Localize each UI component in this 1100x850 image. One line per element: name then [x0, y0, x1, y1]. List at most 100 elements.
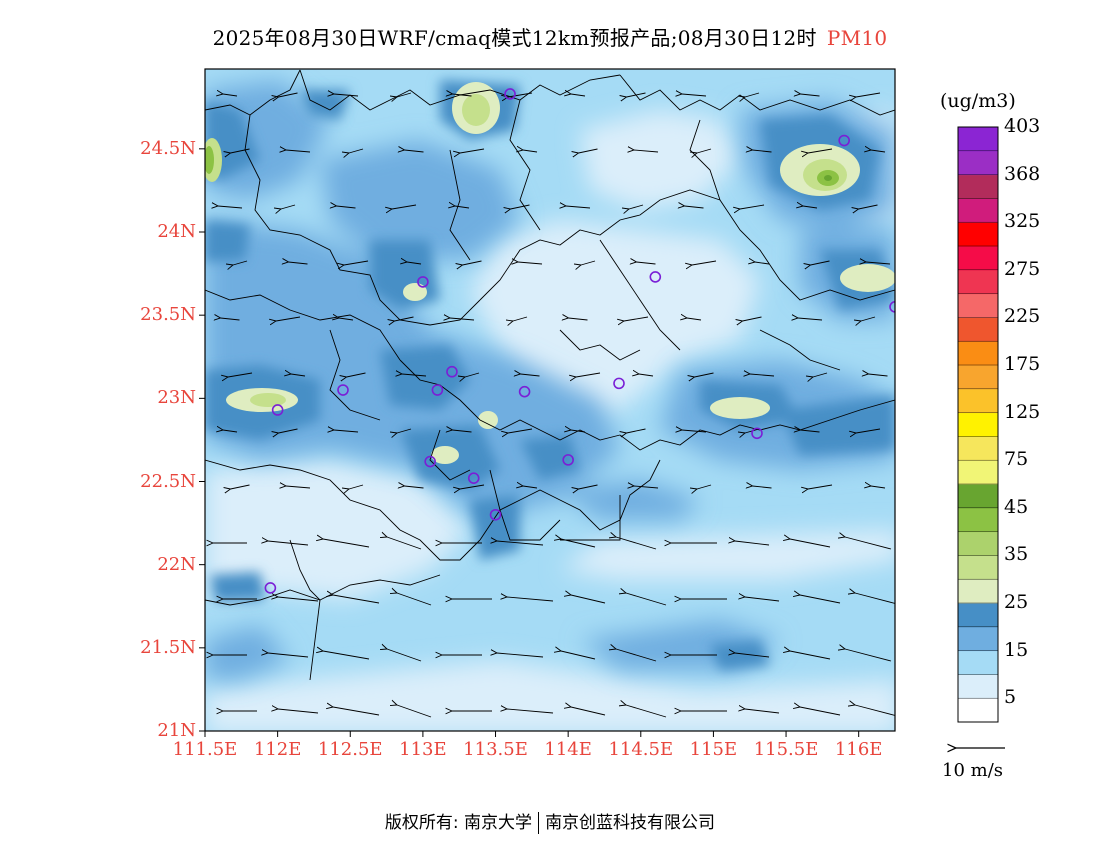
colorbar-unit: (ug/m3) — [940, 90, 1016, 112]
wind-vector — [626, 593, 667, 606]
wind-vector — [337, 206, 356, 208]
station-marker — [504, 88, 516, 100]
wind-vector — [735, 541, 770, 546]
wind-vector — [811, 260, 830, 265]
colorbar-swatch — [958, 198, 998, 223]
wind-vector — [387, 537, 422, 550]
station-marker — [838, 134, 850, 147]
wind-vector — [627, 92, 646, 97]
wind-vector — [507, 709, 554, 714]
colorbar-swatch — [958, 269, 998, 295]
wind-vector — [279, 92, 298, 97]
wind-vector — [566, 206, 591, 208]
wind-vector — [682, 94, 707, 96]
wind-vector — [616, 649, 657, 662]
wind-vector — [869, 374, 888, 376]
wind-vector — [465, 372, 480, 377]
wind-vector — [460, 484, 485, 489]
station-marker — [649, 271, 662, 283]
wind-vector — [745, 92, 760, 97]
wind-vector — [508, 92, 533, 97]
station-marker — [264, 582, 277, 594]
colorbar-swatch — [958, 388, 998, 414]
wind-vector — [402, 374, 427, 376]
colorbar-swatch — [958, 579, 998, 604]
wind-vector — [278, 597, 319, 602]
wind-vector — [626, 705, 667, 718]
wind-vector — [507, 597, 554, 602]
title-species: PM10 — [826, 26, 888, 50]
colorbar-swatch — [958, 555, 998, 580]
wind-vector — [289, 262, 308, 264]
wind-vector — [629, 204, 644, 209]
wind-reference-label: 10 m/s — [942, 760, 1003, 781]
wind-vector — [397, 428, 412, 433]
colorbar-swatch — [958, 603, 998, 628]
wind-vector — [231, 148, 250, 153]
wind-vector — [743, 316, 762, 321]
y-tick-label: 21N — [157, 720, 196, 741]
wind-vector — [803, 206, 818, 209]
wind-vector — [323, 539, 370, 548]
wind-vector — [639, 374, 654, 377]
colorbar-swatch — [958, 531, 998, 556]
x-tick-label: 116E — [834, 739, 883, 760]
wind-vector — [521, 374, 540, 376]
wind-vector — [798, 318, 823, 320]
colorbar-label: 175 — [1004, 353, 1041, 375]
station-marker — [889, 301, 895, 313]
wind-vector — [569, 318, 588, 320]
colorbar-label: 25 — [1004, 591, 1029, 613]
wind-vector — [392, 204, 417, 209]
station-marker — [431, 384, 444, 396]
wind-vector — [624, 316, 649, 321]
wind-vector — [497, 653, 544, 658]
wind-vector — [347, 372, 366, 377]
station-marker — [446, 365, 458, 378]
colorbar-frame — [957, 126, 999, 723]
x-tick-label: 115.5E — [753, 739, 819, 760]
station-marker — [467, 472, 480, 484]
colorbar-swatch — [958, 341, 998, 366]
wind-vector — [291, 374, 306, 377]
wind-vector — [339, 318, 354, 321]
wind-vector — [571, 94, 586, 97]
axis-ticks — [199, 148, 860, 737]
wind-vector — [790, 651, 831, 660]
wind-vector — [286, 150, 311, 152]
wind-vectors — [213, 92, 895, 718]
map-frame — [204, 68, 896, 732]
wind-vector — [523, 486, 538, 489]
wind-vector — [268, 541, 309, 546]
wind-vector — [407, 262, 422, 265]
wind-vector — [405, 150, 424, 152]
wind-vector — [753, 150, 772, 152]
wind-vector — [682, 430, 707, 432]
wind-vector — [579, 484, 598, 489]
colorbar-swatch — [958, 127, 998, 152]
colorbar-label: 368 — [1004, 162, 1041, 185]
wind-vector — [745, 709, 780, 714]
x-tick-label: 111.5E — [172, 739, 238, 760]
y-tick-label: 23N — [157, 387, 196, 409]
wind-vector — [740, 204, 765, 209]
wind-vector — [855, 705, 895, 716]
wind-vector — [453, 94, 472, 96]
y-tick-label: 23.5N — [140, 304, 196, 326]
wind-vector — [286, 486, 311, 488]
wind-vector — [571, 430, 586, 433]
y-tick-label: 22N — [157, 553, 196, 575]
colorbar-swatch — [958, 412, 998, 437]
station-marker — [489, 508, 502, 521]
wind-vector — [334, 94, 359, 96]
wind-vector — [581, 260, 596, 265]
wind-vector — [616, 537, 657, 550]
footer-right: 南京创蓝科技有限公司 — [545, 813, 716, 833]
wind-vector — [455, 206, 470, 209]
wind-vector — [460, 148, 485, 153]
wind-vector — [866, 262, 891, 264]
wind-vector — [333, 707, 380, 716]
wind-vector — [397, 705, 432, 718]
colorbar-label: 325 — [1004, 210, 1041, 233]
wind-vector — [561, 651, 596, 660]
